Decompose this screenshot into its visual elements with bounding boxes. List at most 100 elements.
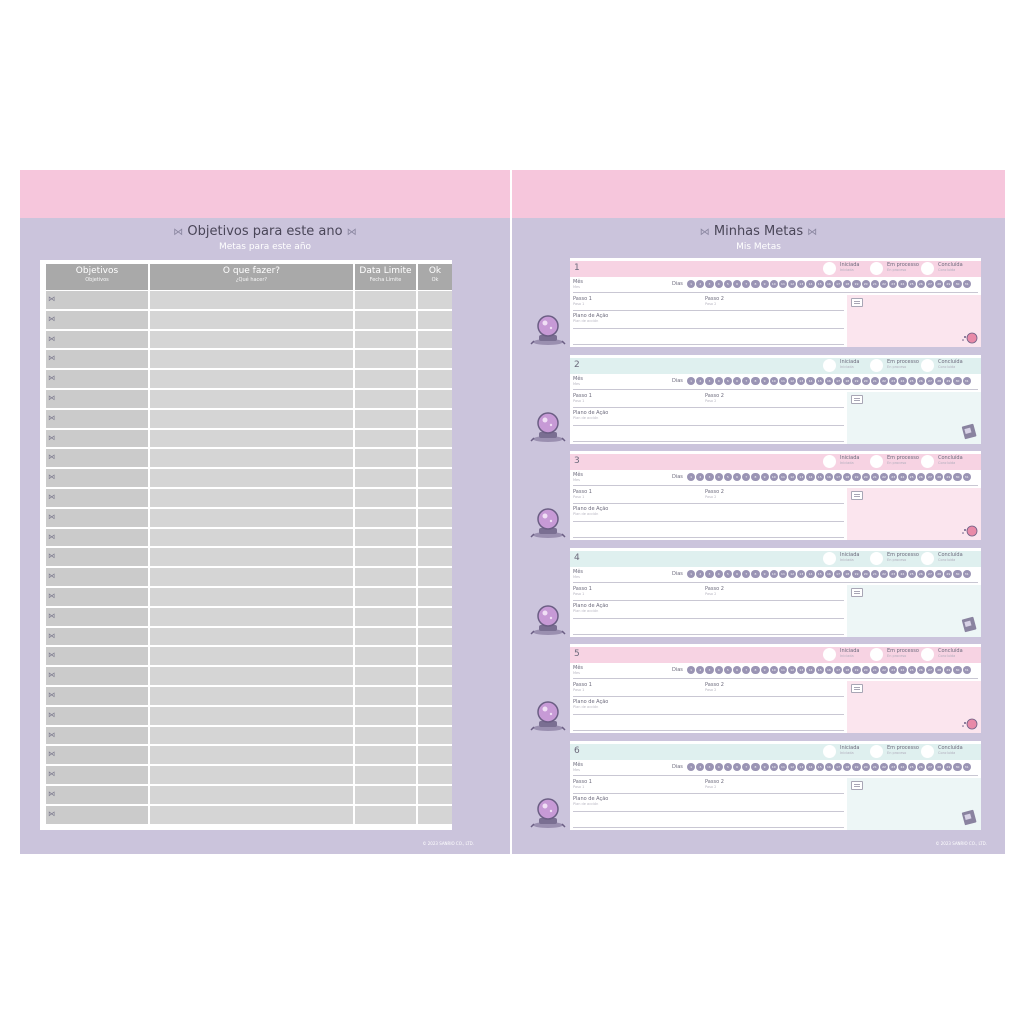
day-dot[interactable]: 12 — [788, 666, 797, 675]
day-dot[interactable]: 5 — [723, 473, 732, 482]
day-dot[interactable]: 29 — [944, 666, 953, 675]
step2-field[interactable]: Passo 2 Paso 2 — [705, 296, 724, 306]
status-em-processo[interactable]: Em processo En proceso — [870, 744, 919, 758]
step2-field[interactable]: Passo 2 Paso 2 — [705, 682, 724, 692]
deadline-cell[interactable] — [355, 746, 418, 765]
status-checkbox[interactable] — [921, 551, 934, 565]
ok-cell[interactable] — [418, 350, 452, 369]
objective-cell[interactable]: ⋈ — [46, 350, 150, 369]
notes-box[interactable] — [847, 295, 981, 347]
step1-field[interactable]: Passo 1 Paso 1 — [573, 393, 592, 403]
day-dot[interactable]: 23 — [889, 280, 898, 289]
objective-cell[interactable]: ⋈ — [46, 805, 150, 824]
objective-cell[interactable]: ⋈ — [46, 528, 150, 547]
objective-cell[interactable]: ⋈ — [46, 488, 150, 507]
day-dot[interactable]: 15 — [815, 376, 824, 385]
day-dot[interactable]: 21 — [870, 569, 879, 578]
day-dot[interactable]: 29 — [944, 473, 953, 482]
day-dot[interactable]: 28 — [935, 569, 944, 578]
day-dot[interactable]: 5 — [723, 280, 732, 289]
deadline-cell[interactable] — [355, 587, 418, 606]
day-dot[interactable]: 9 — [760, 762, 769, 771]
status-em-processo[interactable]: Em processo En proceso — [870, 455, 919, 468]
notes-box[interactable] — [847, 391, 981, 444]
todo-cell[interactable] — [150, 449, 355, 468]
day-dot[interactable]: 22 — [879, 473, 889, 482]
day-dot[interactable]: 6 — [732, 569, 742, 578]
ok-cell[interactable] — [418, 409, 452, 428]
todo-cell[interactable] — [150, 805, 355, 824]
table-row[interactable]: ⋈ — [46, 449, 452, 468]
day-dot[interactable]: 27 — [925, 376, 935, 385]
day-dot[interactable]: 20 — [861, 473, 870, 482]
day-dot[interactable]: 24 — [898, 376, 907, 385]
day-dot[interactable]: 6 — [732, 473, 742, 482]
day-dot[interactable]: 21 — [870, 280, 879, 289]
objective-cell[interactable]: ⋈ — [46, 726, 150, 745]
day-dot[interactable]: 10 — [769, 280, 778, 289]
deadline-cell[interactable] — [355, 766, 418, 784]
day-dot[interactable]: 26 — [916, 473, 925, 482]
table-row[interactable]: ⋈ — [46, 607, 452, 626]
action-plan-field[interactable]: Plano de Ação Plan de acción — [573, 796, 608, 806]
day-dot[interactable]: 17 — [834, 376, 843, 385]
day-dot[interactable]: 20 — [861, 280, 870, 289]
objective-cell[interactable]: ⋈ — [46, 310, 150, 329]
ok-cell[interactable] — [418, 508, 452, 527]
day-dot[interactable]: 7 — [742, 280, 751, 289]
deadline-cell[interactable] — [355, 726, 418, 745]
day-dot[interactable]: 31 — [962, 376, 971, 385]
day-dot[interactable]: 9 — [760, 473, 769, 482]
day-dot[interactable]: 12 — [788, 762, 797, 771]
day-dot[interactable]: 10 — [769, 666, 778, 675]
day-dot[interactable]: 16 — [824, 666, 833, 675]
todo-cell[interactable] — [150, 587, 355, 606]
day-dot[interactable]: 22 — [879, 376, 889, 385]
day-dot[interactable]: 18 — [843, 280, 852, 289]
day-dot[interactable]: 6 — [732, 376, 742, 385]
day-dot[interactable]: 2 — [696, 280, 705, 289]
status-iniciada[interactable]: Iniciada Iniciada — [823, 551, 859, 565]
day-dot[interactable]: 13 — [797, 473, 806, 482]
deadline-cell[interactable] — [355, 528, 418, 547]
ok-cell[interactable] — [418, 310, 452, 329]
day-dot[interactable]: 19 — [852, 569, 861, 578]
day-dot[interactable]: 7 — [742, 666, 751, 675]
day-dot[interactable]: 18 — [843, 473, 852, 482]
day-dot[interactable]: 14 — [806, 666, 815, 675]
day-dot[interactable]: 3 — [705, 666, 714, 675]
status-em-processo[interactable]: Em processo En proceso — [870, 262, 919, 275]
day-dot[interactable]: 27 — [925, 569, 935, 578]
status-checkbox[interactable] — [870, 744, 883, 758]
ok-cell[interactable] — [418, 291, 452, 309]
day-dot[interactable]: 28 — [935, 280, 944, 289]
ok-cell[interactable] — [418, 449, 452, 468]
todo-cell[interactable] — [150, 330, 355, 349]
table-row[interactable]: ⋈ — [46, 766, 452, 784]
step1-field[interactable]: Passo 1 Paso 1 — [573, 586, 592, 596]
day-dot[interactable]: 1 — [687, 666, 696, 675]
day-dot[interactable]: 31 — [962, 473, 971, 482]
day-dot[interactable]: 24 — [898, 280, 907, 289]
day-dot[interactable]: 1 — [687, 376, 696, 385]
deadline-cell[interactable] — [355, 310, 418, 329]
objective-cell[interactable]: ⋈ — [46, 706, 150, 725]
deadline-cell[interactable] — [355, 429, 418, 448]
step2-field[interactable]: Passo 2 Paso 2 — [705, 489, 724, 499]
todo-cell[interactable] — [150, 370, 355, 388]
day-dot[interactable]: 4 — [714, 569, 723, 578]
deadline-cell[interactable] — [355, 370, 418, 388]
status-concluida[interactable]: Concluída Concluida — [921, 744, 963, 758]
step1-field[interactable]: Passo 1 Paso 1 — [573, 489, 592, 499]
todo-cell[interactable] — [150, 785, 355, 804]
status-checkbox[interactable] — [921, 455, 934, 468]
day-dot[interactable]: 17 — [834, 569, 843, 578]
day-dot[interactable]: 13 — [797, 376, 806, 385]
day-dot[interactable]: 3 — [705, 762, 714, 771]
day-dot[interactable]: 23 — [889, 569, 898, 578]
day-dot[interactable]: 23 — [889, 473, 898, 482]
day-dot[interactable]: 12 — [788, 376, 797, 385]
day-dot[interactable]: 4 — [714, 280, 723, 289]
status-em-processo[interactable]: Em processo En proceso — [870, 551, 919, 565]
day-dot[interactable]: 10 — [769, 569, 778, 578]
